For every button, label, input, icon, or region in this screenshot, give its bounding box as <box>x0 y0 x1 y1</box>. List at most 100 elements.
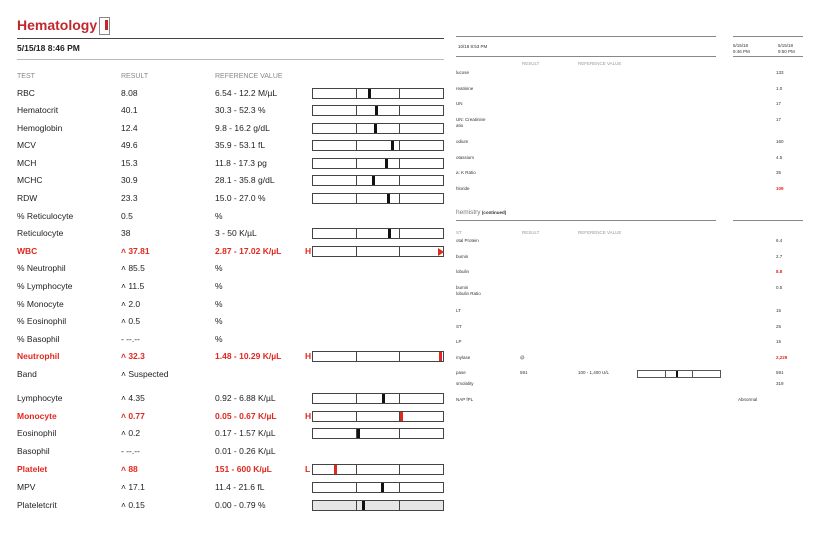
table-row[interactable]: Monocyte ˄ 0.77 0.05 - 0.67 K/µL H <box>17 408 447 426</box>
gauge-divider <box>356 89 357 98</box>
chem2-result: @ <box>520 355 525 360</box>
chem2-test-name: pase <box>456 370 466 375</box>
abnormal-flag: H <box>305 411 312 421</box>
chem2-value: 25 <box>776 324 782 329</box>
range-gauge <box>312 351 444 362</box>
gauge-divider <box>665 371 666 377</box>
table-row[interactable]: Hemoglobin 12.4 9.8 - 16.2 g/dL <box>17 120 447 138</box>
range-gauge <box>312 428 444 439</box>
test-result: ˄ Suspected <box>121 369 169 379</box>
range-gauge <box>312 228 444 239</box>
report-date: 5/15/18 8:46 PM <box>17 43 80 53</box>
test-result: ˄ 4.35 <box>121 393 145 403</box>
test-result: ˄ 2.0 <box>121 299 141 309</box>
table-row[interactable]: % Monocyte ˄ 2.0% <box>17 296 447 314</box>
test-name: Monocyte <box>17 411 57 421</box>
chem-test-name: UN <box>456 101 463 106</box>
test-result: 23.3 <box>121 193 138 203</box>
test-result: ˄ 88 <box>121 464 138 474</box>
gauge-divider <box>399 247 400 256</box>
table-row[interactable]: % Eosinophil ˄ 0.5% <box>17 313 447 331</box>
report-icon[interactable] <box>99 17 110 35</box>
col3-date: 5/15/18 <box>778 43 794 48</box>
table-row[interactable]: Eosinophil ˄ 0.2 0.17 - 1.57 K/µL <box>17 425 447 443</box>
test-name: WBC <box>17 246 38 256</box>
gauge-divider <box>399 429 400 438</box>
gauge-divider <box>399 194 400 203</box>
test-result: 12.4 <box>121 123 138 133</box>
range-gauge <box>312 88 444 99</box>
test-result: ˄ 0.5 <box>121 316 141 326</box>
col-header-reference: REFERENCE VALUE <box>578 61 622 66</box>
test-result: ˄ 17.1 <box>121 482 145 492</box>
table-row[interactable]: % Basophil - --.--% <box>17 331 447 349</box>
test-result: 49.6 <box>121 140 138 150</box>
table-row[interactable]: RBC 8.08 6.54 - 12.2 M/µL <box>17 85 447 103</box>
reference-value: 30.3 - 52.3 % <box>215 105 266 115</box>
col-header-result: RESULT <box>121 73 149 80</box>
test-result: 40.1 <box>121 105 138 115</box>
table-row[interactable]: Plateletcrit ˄ 0.15 0.00 - 0.79 % <box>17 497 447 515</box>
gauge-divider <box>356 194 357 203</box>
table-row[interactable]: Basophil - --.-- 0.01 - 0.26 K/µL <box>17 443 447 461</box>
result-marker <box>382 394 385 403</box>
right-header-rule-2 <box>733 36 803 37</box>
test-result: 15.3 <box>121 158 138 168</box>
section-note: (continued) <box>480 210 507 215</box>
table-row[interactable]: Reticulocyte 38 3 - 50 K/µL <box>17 225 447 243</box>
reference-value: 0.92 - 6.88 K/µL <box>215 393 276 403</box>
table-row[interactable]: RDW 23.3 15.0 - 27.0 % <box>17 190 447 208</box>
col-header-reference: REFERENCE VALUE <box>578 230 622 235</box>
test-result: 38 <box>121 228 131 238</box>
gauge-divider <box>356 229 357 238</box>
table-row[interactable]: MCHC 30.9 28.1 - 35.8 g/dL <box>17 172 447 190</box>
reference-value: % <box>215 211 223 221</box>
table-row[interactable]: WBC ˄ 37.81 2.87 - 17.02 K/µL H <box>17 243 447 261</box>
table-row[interactable]: % Reticulocyte 0.5% <box>17 208 447 226</box>
test-name: MCV <box>17 140 36 150</box>
out-of-range-arrow-icon <box>438 248 444 256</box>
chem2-value: 591 <box>776 370 784 375</box>
chem2-test-name: LP <box>456 339 462 344</box>
col-header-test: ST <box>456 230 462 235</box>
table-row[interactable]: % Lymphocyte ˄ 11.5% <box>17 278 447 296</box>
reference-value: 0.05 - 0.67 K/µL <box>215 411 277 421</box>
test-name: Hematocrit <box>17 105 59 115</box>
gauge-divider <box>399 141 400 150</box>
test-name: Plateletcrit <box>17 500 57 510</box>
chem-test-name: odium <box>456 139 469 144</box>
table-row[interactable]: % Neutrophil ˄ 85.5% <box>17 260 447 278</box>
range-gauge <box>312 193 444 204</box>
table-row[interactable]: Platelet ˄ 88 151 - 600 K/µL L <box>17 461 447 479</box>
gauge-divider <box>399 89 400 98</box>
result-marker <box>676 371 678 377</box>
gauge-divider <box>399 106 400 115</box>
result-marker <box>439 352 442 361</box>
chem2-test-name: LT <box>456 308 461 313</box>
test-result: ˄ 37.81 <box>121 246 150 256</box>
header-rule <box>17 38 444 39</box>
gauge-divider <box>399 394 400 403</box>
chem-test-name: UN: Creatinine <box>456 117 486 122</box>
table-row[interactable]: Lymphocyte ˄ 4.35 0.92 - 6.88 K/µL <box>17 390 447 408</box>
table-row[interactable]: Hematocrit 40.1 30.3 - 52.3 % <box>17 102 447 120</box>
test-name: Hemoglobin <box>17 123 63 133</box>
test-name: Eosinophil <box>17 428 57 438</box>
result-marker <box>357 429 360 438</box>
test-name: RBC <box>17 88 35 98</box>
test-name: Neutrophil <box>17 351 60 361</box>
table-row[interactable]: Neutrophil ˄ 32.3 1.48 - 10.29 K/µL H <box>17 348 447 366</box>
table-row[interactable]: MCV 49.6 35.9 - 53.1 fL <box>17 137 447 155</box>
gauge-divider <box>356 106 357 115</box>
range-gauge <box>312 140 444 151</box>
col2-date: 5/15/18 <box>733 43 749 48</box>
col3-time: 9:50 PM <box>778 49 795 54</box>
table-row[interactable]: Band ˄ Suspected <box>17 366 447 384</box>
result-marker <box>385 159 388 168</box>
range-gauge <box>312 123 444 134</box>
reference-value: % <box>215 281 223 291</box>
chem2-value: 6.4 <box>776 238 783 243</box>
right-date-rule-2 <box>733 56 803 57</box>
table-row[interactable]: MPV ˄ 17.1 11.4 - 21.6 fL <box>17 479 447 497</box>
table-row[interactable]: MCH 15.3 11.8 - 17.3 pg <box>17 155 447 173</box>
